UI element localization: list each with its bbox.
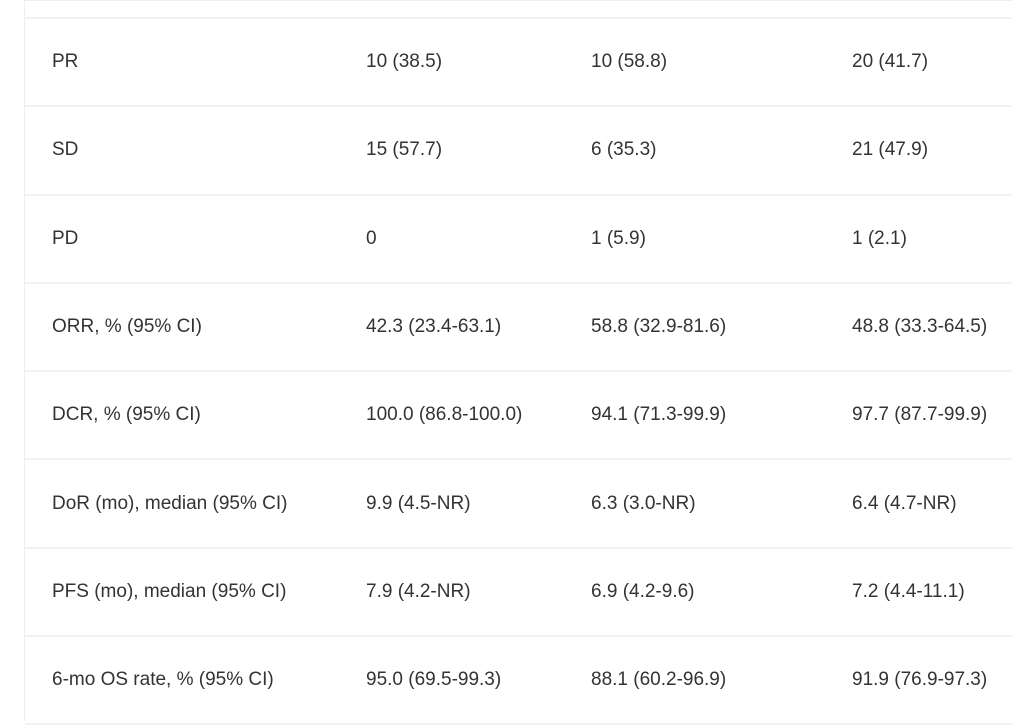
table-cell: 15 (57.7) [366, 139, 443, 161]
table-top-divider [24, 17, 1012, 19]
table-cell: 100.0 (86.8-100.0) [366, 404, 523, 426]
table-cell: 6 (35.3) [591, 139, 657, 161]
table-cell: 6.9 (4.2-9.6) [591, 580, 695, 602]
table-row: DoR (mo), median (95% CI) 9.9 (4.5-NR) 6.3… [25, 460, 1012, 549]
table-cell: 21 (47.9) [852, 139, 929, 161]
table-cell: 1 (5.9) [591, 227, 646, 249]
row-label: DCR, % (95% CI) [52, 404, 201, 426]
row-label: ORR, % (95% CI) [52, 316, 202, 338]
table-cell: 95.0 (69.5-99.3) [366, 669, 502, 691]
table-row: ORR, % (95% CI) 42.3 (23.4-63.1) 58.8 (32.… [25, 284, 1012, 373]
table-row: PD 0 1 (5.9) 1 (2.1) [25, 196, 1012, 284]
table-cell: 7.9 (4.2-NR) [366, 580, 471, 602]
table-cell: 6.4 (4.7-NR) [852, 492, 957, 514]
table-cell: 58.8 (32.9-81.6) [591, 316, 727, 338]
table-cell: 20 (41.7) [852, 51, 929, 73]
table-cell: 9.9 (4.5-NR) [366, 492, 471, 514]
table-cell: 6.3 (3.0-NR) [591, 492, 696, 514]
table-cell: 97.7 (87.7-99.9) [852, 404, 988, 426]
table-cell: 48.8 (33.3-64.5) [852, 316, 988, 338]
table-row: 6-mo OS rate, % (95% CI) 95.0 (69.5-99.3)… [25, 637, 1012, 725]
table-cell: 94.1 (71.3-99.9) [591, 404, 727, 426]
row-label: PR [52, 51, 79, 73]
table-cell: 1 (2.1) [852, 227, 907, 249]
table-cell: 91.9 (76.9-97.3) [852, 669, 988, 691]
row-label: 6-mo OS rate, % (95% CI) [52, 669, 274, 691]
table-frame [24, 0, 1012, 721]
table-cell: 7.2 (4.4-11.1) [852, 580, 965, 602]
row-label: SD [52, 139, 79, 161]
table-cell: 88.1 (60.2-96.9) [591, 669, 727, 691]
table-row: PFS (mo), median (95% CI) 7.9 (4.2-NR) 6.9… [25, 549, 1012, 638]
results-table: PR 10 (38.5) 10 (58.8) 20 (41.7) SD 15 (57.7)… [25, 19, 1012, 725]
table-cell: 10 (58.8) [591, 51, 668, 73]
row-label: PFS (mo), median (95% CI) [52, 580, 287, 602]
table-cell: 0 [366, 227, 377, 249]
table-cell: 10 (38.5) [366, 51, 443, 73]
table-row: DCR, % (95% CI) 100.0 (86.8-100.0) 94.1 (7… [25, 372, 1012, 461]
row-label: PD [52, 227, 79, 249]
row-label: DoR (mo), median (95% CI) [52, 492, 288, 514]
table-row: PR 10 (38.5) 10 (58.8) 20 (41.7) [25, 19, 1012, 108]
table-cell: 42.3 (23.4-63.1) [366, 316, 502, 338]
table-row: SD 15 (57.7) 6 (35.3) 21 (47.9) [25, 107, 1012, 196]
